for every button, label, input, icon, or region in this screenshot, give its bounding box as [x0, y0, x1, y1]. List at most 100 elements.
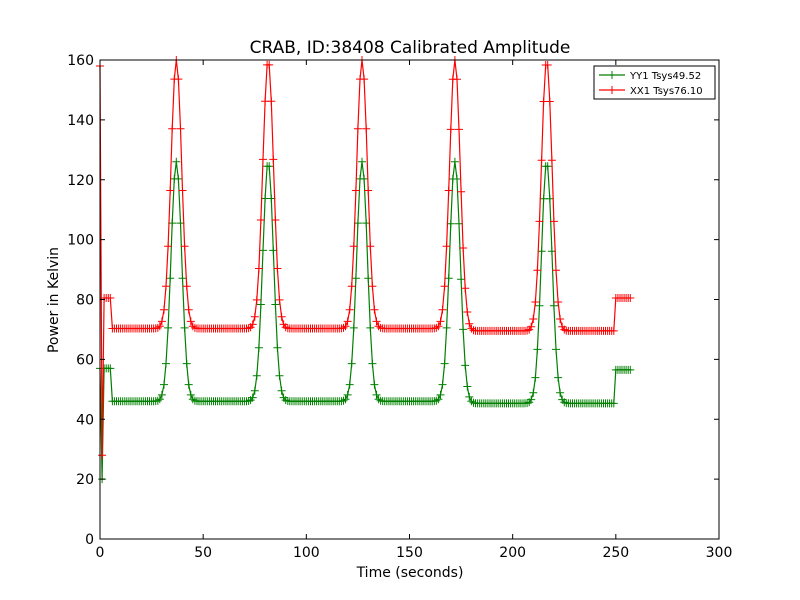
data-point-marker: [164, 242, 173, 251]
data-point-marker: [531, 373, 540, 382]
data-point-marker: [244, 397, 253, 405]
data-point-marker: [153, 323, 162, 332]
data-point-marker: [341, 395, 350, 404]
data-point-marker: [360, 174, 369, 183]
data-point-marker: [341, 322, 350, 331]
data-point-marker: [529, 388, 538, 397]
data-point-marker: [180, 242, 189, 251]
data-point-marker: [188, 395, 197, 404]
data-point-marker: [467, 324, 476, 333]
data-point-marker: [339, 323, 348, 332]
data-point-marker: [364, 186, 373, 195]
data-point-marker: [535, 301, 544, 310]
data-point-marker: [254, 343, 263, 352]
data-point-marker: [160, 305, 168, 314]
data-point-marker: [529, 315, 538, 323]
data-point-marker: [453, 175, 461, 183]
data-point-marker: [457, 275, 466, 284]
data-point-marker: [174, 75, 183, 84]
data-point-marker: [106, 294, 115, 302]
data-point-marker: [552, 345, 560, 354]
data-point-marker: [370, 305, 379, 314]
data-point-marker: [374, 322, 383, 331]
data-point-marker: [374, 395, 383, 404]
data-point-marker: [281, 396, 290, 405]
data-point-marker: [339, 396, 348, 405]
data-point-marker: [271, 216, 280, 224]
data-point-marker: [438, 305, 447, 314]
y-axis-label: Power in Kelvin: [46, 247, 62, 353]
data-point-marker: [277, 386, 286, 395]
data-point-marker: [560, 398, 569, 407]
data-point-marker: [543, 162, 552, 171]
data-point-marker: [545, 97, 554, 106]
data-point-marker: [434, 322, 443, 331]
y-tick-label: 120: [67, 173, 94, 189]
data-point-marker: [98, 451, 107, 460]
data-point-marker: [250, 312, 259, 321]
y-tick-label: 0: [85, 532, 94, 548]
data-point-marker: [556, 388, 565, 397]
data-point-marker: [273, 264, 282, 273]
data-point-marker: [465, 392, 474, 401]
data-point-marker: [281, 323, 290, 332]
data-point-marker: [250, 386, 259, 395]
data-point-marker: [444, 186, 453, 195]
x-tick-label: 300: [706, 545, 733, 561]
data-point-marker: [351, 274, 360, 283]
data-point-marker: [442, 323, 451, 332]
data-point-marker: [174, 174, 183, 183]
data-point-marker: [368, 282, 377, 291]
data-point-marker: [537, 247, 546, 256]
y-tick-label: 100: [67, 233, 94, 249]
data-point-marker: [527, 395, 536, 404]
data-point-marker: [351, 186, 360, 195]
data-point-marker: [184, 305, 193, 314]
data-point-marker: [153, 396, 162, 405]
data-point-marker: [549, 217, 558, 226]
data-point-marker: [459, 244, 468, 252]
data-point-marker: [554, 298, 563, 306]
data-point-marker: [436, 317, 445, 326]
data-point-marker: [157, 317, 166, 326]
data-point-marker: [535, 217, 544, 226]
data-point-marker: [626, 365, 635, 374]
axes-layer: 0 50 100 150 200 250 300 0 20 40 60 80 100 120 140 160: [67, 53, 732, 561]
data-point-marker: [438, 380, 447, 389]
data-point-marker: [345, 380, 354, 389]
y-tick-label: 160: [67, 53, 94, 69]
series-yy1: [96, 157, 635, 484]
chart-title: CRAB, ID:38408 Calibrated Amplitude: [250, 38, 571, 58]
data-point-marker: [531, 298, 540, 306]
legend-marker: [608, 71, 616, 79]
data-point-marker: [162, 359, 170, 368]
data-point-marker: [533, 345, 542, 354]
data-point-marker: [543, 61, 552, 69]
data-point-marker: [254, 264, 263, 273]
data-point-marker: [609, 399, 618, 408]
data-point-marker: [463, 308, 472, 316]
data-point-marker: [465, 319, 474, 328]
data-point-marker: [349, 242, 358, 251]
data-point-marker: [440, 282, 449, 291]
data-point-marker: [269, 246, 278, 255]
data-point-marker: [461, 361, 470, 370]
data-point-marker: [273, 343, 282, 352]
data-point-marker: [275, 295, 284, 304]
data-point-marker: [366, 323, 375, 332]
x-tick-label: 250: [602, 545, 629, 561]
data-point-marker: [265, 60, 274, 69]
data-point-marker: [552, 266, 560, 275]
data-point-marker: [459, 325, 468, 334]
data-point-marker: [368, 359, 377, 368]
data-point-marker: [446, 219, 455, 228]
legend-box: [593, 65, 716, 100]
data-point-marker: [370, 380, 379, 389]
data-point-marker: [547, 156, 556, 165]
data-point-marker: [343, 317, 352, 326]
x-tick-label: 200: [499, 545, 526, 561]
x-tick-label: 100: [293, 545, 320, 561]
data-point-marker: [432, 323, 441, 332]
